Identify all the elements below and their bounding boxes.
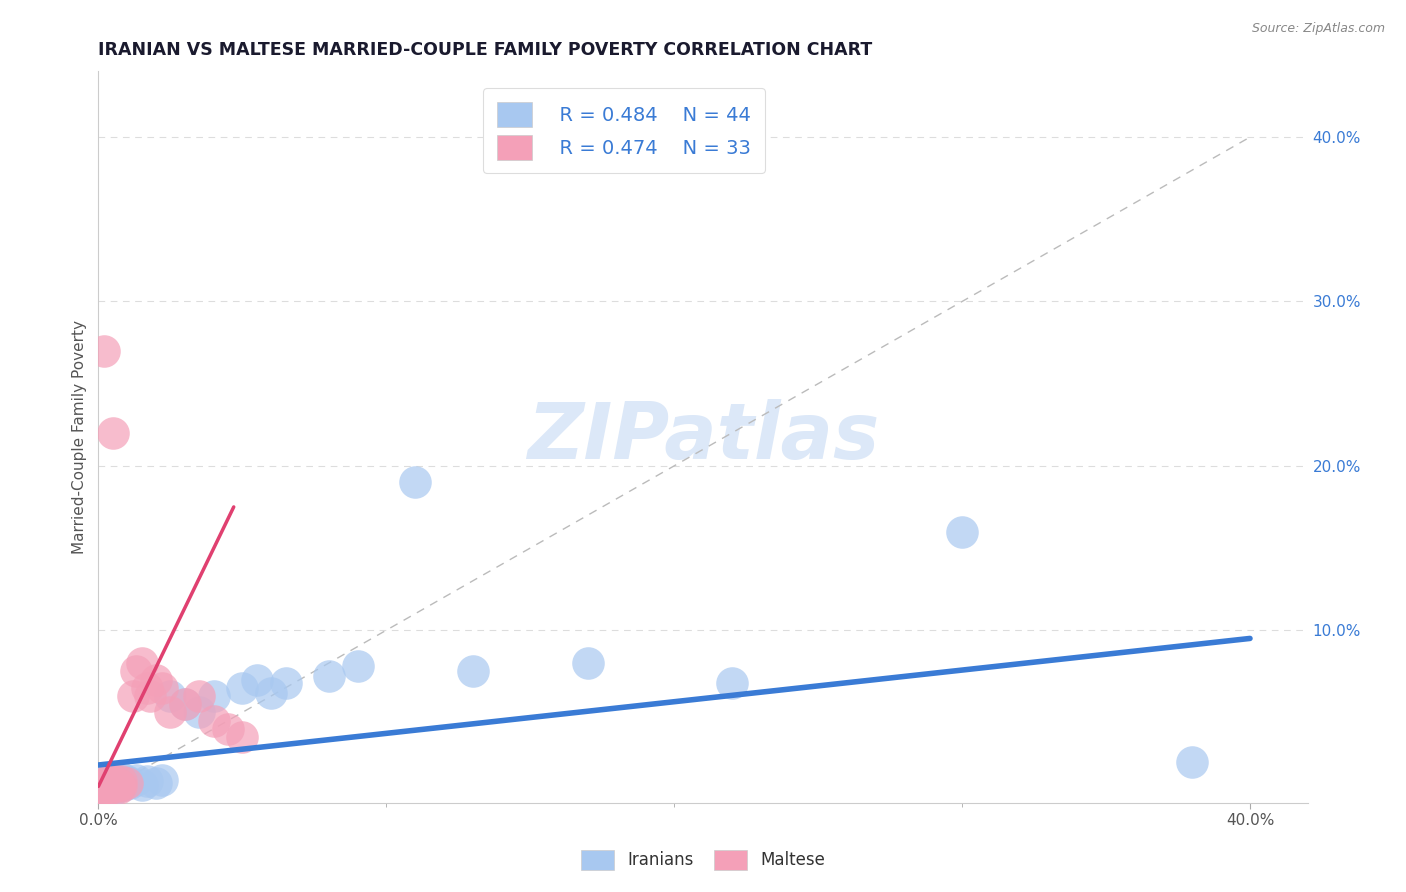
Point bbox=[104, 780, 127, 794]
Point bbox=[98, 780, 121, 795]
Legend: Iranians, Maltese: Iranians, Maltese bbox=[574, 843, 832, 877]
Point bbox=[98, 778, 121, 792]
Point bbox=[576, 656, 599, 670]
Point bbox=[159, 706, 181, 720]
Point bbox=[274, 675, 297, 690]
Point bbox=[93, 780, 115, 795]
Point bbox=[101, 776, 124, 790]
Point bbox=[150, 772, 173, 787]
Point bbox=[93, 343, 115, 358]
Point bbox=[173, 697, 195, 711]
Point bbox=[112, 778, 135, 792]
Point bbox=[93, 780, 115, 795]
Point bbox=[115, 776, 138, 790]
Point bbox=[404, 475, 426, 490]
Y-axis label: Married-Couple Family Poverty: Married-Couple Family Poverty bbox=[72, 320, 87, 554]
Point bbox=[96, 782, 118, 797]
Point bbox=[125, 772, 148, 787]
Point bbox=[188, 706, 211, 720]
Point bbox=[96, 774, 118, 789]
Point bbox=[107, 778, 129, 792]
Point bbox=[104, 774, 127, 789]
Point bbox=[104, 778, 127, 792]
Point bbox=[101, 771, 124, 785]
Point bbox=[110, 774, 132, 789]
Point bbox=[96, 780, 118, 794]
Point bbox=[96, 780, 118, 794]
Point bbox=[98, 778, 121, 792]
Point bbox=[145, 673, 167, 687]
Point bbox=[136, 681, 159, 695]
Point bbox=[173, 697, 195, 711]
Point bbox=[90, 780, 112, 794]
Point bbox=[93, 778, 115, 792]
Text: IRANIAN VS MALTESE MARRIED-COUPLE FAMILY POVERTY CORRELATION CHART: IRANIAN VS MALTESE MARRIED-COUPLE FAMILY… bbox=[98, 41, 873, 59]
Point bbox=[107, 780, 129, 795]
Point bbox=[125, 665, 148, 679]
Point bbox=[202, 714, 225, 728]
Point bbox=[188, 689, 211, 703]
Point bbox=[131, 656, 153, 670]
Point bbox=[150, 681, 173, 695]
Point bbox=[110, 780, 132, 794]
Point bbox=[96, 782, 118, 797]
Point bbox=[159, 689, 181, 703]
Point bbox=[318, 669, 340, 683]
Point bbox=[101, 782, 124, 797]
Point bbox=[90, 782, 112, 797]
Point bbox=[110, 776, 132, 790]
Point bbox=[120, 776, 142, 790]
Point bbox=[90, 782, 112, 797]
Point bbox=[720, 675, 742, 690]
Text: Source: ZipAtlas.com: Source: ZipAtlas.com bbox=[1251, 22, 1385, 36]
Point bbox=[145, 776, 167, 790]
Point bbox=[98, 772, 121, 787]
Point bbox=[202, 689, 225, 703]
Point bbox=[461, 665, 484, 679]
Point bbox=[98, 772, 121, 787]
Legend:   R = 0.484    N = 44,   R = 0.474    N = 33: R = 0.484 N = 44, R = 0.474 N = 33 bbox=[484, 88, 765, 173]
Point bbox=[110, 771, 132, 785]
Text: ZIPatlas: ZIPatlas bbox=[527, 399, 879, 475]
Point bbox=[115, 774, 138, 789]
Point bbox=[93, 778, 115, 792]
Point bbox=[90, 780, 112, 794]
Point bbox=[950, 524, 973, 539]
Point bbox=[93, 776, 115, 790]
Point bbox=[1181, 755, 1204, 769]
Point bbox=[101, 776, 124, 790]
Point bbox=[107, 780, 129, 794]
Point bbox=[231, 730, 253, 744]
Point bbox=[98, 780, 121, 795]
Point bbox=[96, 774, 118, 789]
Point bbox=[260, 686, 283, 700]
Point bbox=[139, 689, 162, 703]
Point bbox=[131, 778, 153, 792]
Point bbox=[231, 681, 253, 695]
Point bbox=[107, 772, 129, 787]
Point bbox=[136, 774, 159, 789]
Point bbox=[217, 722, 239, 736]
Point bbox=[346, 659, 368, 673]
Point bbox=[246, 673, 269, 687]
Point bbox=[104, 774, 127, 789]
Point bbox=[101, 425, 124, 440]
Point bbox=[122, 689, 145, 703]
